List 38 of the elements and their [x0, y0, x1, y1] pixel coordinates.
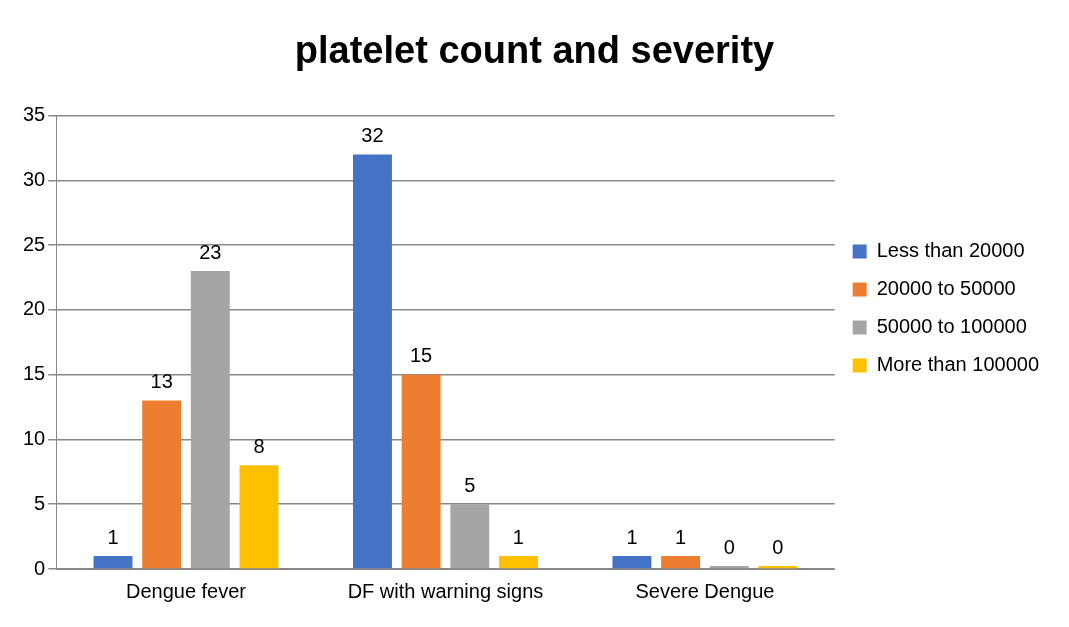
data-label: 0	[772, 535, 784, 558]
y-tick-label: 35	[23, 103, 46, 126]
bar	[142, 400, 182, 569]
data-label: 5	[464, 473, 476, 496]
bar	[450, 504, 490, 569]
bar	[612, 556, 652, 569]
data-label: 15	[410, 344, 433, 367]
y-tick-label: 25	[23, 232, 46, 255]
x-tick-label: Dengue fever	[125, 579, 247, 602]
data-label: 13	[150, 370, 173, 393]
legend-label: Less than 20000	[876, 239, 1025, 262]
bar	[401, 374, 441, 569]
y-tick-label: 20	[23, 297, 46, 320]
bar	[239, 465, 279, 569]
legend-label: 20000 to 50000	[876, 277, 1016, 300]
y-tick-label: 0	[34, 556, 46, 579]
bar	[661, 556, 701, 569]
legend-label: More than 100000	[876, 353, 1039, 376]
legend-label: 50000 to 100000	[876, 315, 1027, 338]
y-tick-label: 5	[34, 491, 46, 514]
x-tick-label: Severe Dengue	[635, 579, 775, 602]
bar	[93, 556, 133, 569]
y-tick-label: 10	[23, 426, 46, 449]
data-label: 1	[675, 525, 687, 548]
x-tick-label: DF with warning signs	[347, 579, 544, 602]
data-label: 1	[512, 525, 524, 548]
bar	[190, 271, 230, 569]
data-label: 32	[361, 123, 384, 146]
data-label: 1	[107, 525, 119, 548]
data-label: 8	[253, 434, 265, 457]
bar	[498, 556, 538, 569]
bar	[353, 154, 392, 569]
data-label: 23	[199, 240, 222, 263]
chart-title: platelet count and severity	[294, 29, 775, 72]
y-tick-label: 30	[23, 167, 46, 190]
data-label: 1	[626, 525, 638, 548]
data-label: 0	[723, 535, 735, 558]
y-tick-label: 15	[23, 362, 46, 385]
